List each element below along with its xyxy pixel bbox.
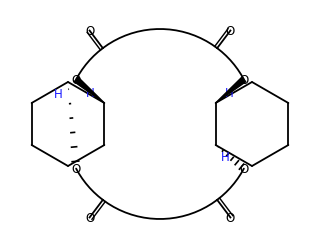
Polygon shape	[74, 78, 104, 104]
Text: O: O	[71, 162, 81, 175]
Polygon shape	[216, 78, 246, 104]
Text: O: O	[239, 74, 249, 86]
Text: H: H	[86, 87, 95, 100]
Text: H: H	[54, 88, 62, 101]
Text: O: O	[85, 211, 94, 224]
Text: O: O	[226, 25, 235, 38]
Text: O: O	[226, 211, 235, 224]
Text: O: O	[71, 74, 81, 86]
Text: O: O	[239, 162, 249, 175]
Text: O: O	[85, 25, 94, 38]
Text: H: H	[225, 87, 234, 100]
Text: H: H	[221, 151, 230, 164]
